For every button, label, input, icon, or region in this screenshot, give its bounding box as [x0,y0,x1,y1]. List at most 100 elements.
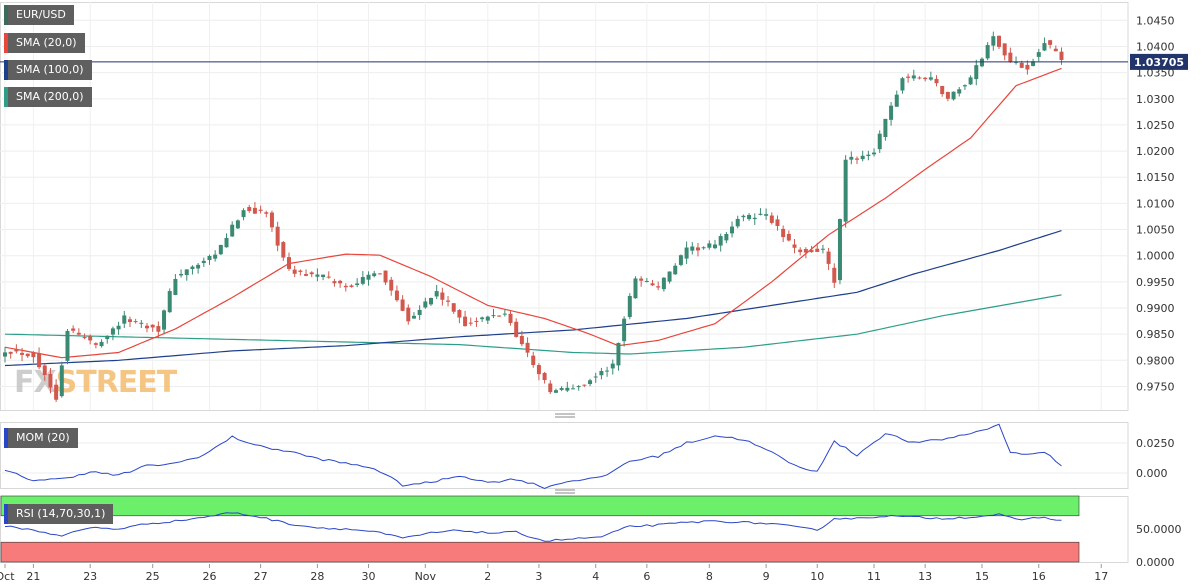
candle [491,309,496,319]
candle-body [508,313,513,323]
candle [588,378,593,387]
price-tick-label: 1.0400 [1136,40,1175,53]
candle [764,208,769,220]
candle [906,73,911,83]
pane-resize-handle[interactable] [555,489,575,494]
candle-body [991,36,996,46]
candle [508,311,513,326]
candle [400,295,405,312]
candle-body [559,388,564,390]
current-price-label: 1.03705 [1134,56,1184,69]
candle [809,245,814,253]
price-tick-label: 1.0350 [1136,67,1175,80]
candle-body [224,237,229,248]
candle-body [20,352,25,355]
candle [1036,48,1041,62]
pane-resize-handle[interactable] [555,413,575,418]
candle-body [8,351,13,354]
candle [747,213,752,221]
candle [133,318,138,324]
candle [201,257,206,267]
candle-body [593,376,598,378]
rsi-overbought-band [0,495,1080,517]
legend-mom[interactable]: MOM (20) [4,428,78,448]
candle-body [758,213,763,215]
candle [3,347,7,363]
candle [656,281,661,291]
legend-sma20[interactable]: SMA (20,0) [4,33,85,53]
candle-body [900,78,905,91]
candle-body [934,78,939,84]
candle [366,271,371,286]
candle [900,76,905,94]
legend-sma100[interactable]: SMA (100,0) [4,60,92,80]
date-tick-label: 28 [310,570,324,583]
candle [99,339,104,348]
candle-body [377,273,382,275]
candle [837,218,842,285]
candle [684,241,689,264]
legend-symbol[interactable]: EUR/USD [4,5,74,25]
candle [315,268,320,282]
sma-100-path [4,230,1062,367]
candle-body [116,325,121,330]
candle [622,316,627,347]
candle-body [42,365,47,376]
date-tick-label: 27 [254,570,268,583]
candle [752,213,757,225]
candle [468,317,473,326]
candle [446,295,451,307]
legend-sma200[interactable]: SMA (200,0) [4,87,92,107]
candle [798,247,803,256]
candle-body [616,342,621,366]
date-tick-label: 21 [26,570,40,583]
candle [247,204,252,213]
candle-body [775,219,780,226]
candle-body [531,355,536,365]
candle [769,212,774,225]
candle-body [661,277,666,290]
rsi-path [4,512,1062,542]
candle-body [548,383,553,393]
candle-body [1019,62,1024,68]
candles [3,31,1064,402]
candle-body [65,330,70,361]
candle [701,246,706,250]
candle [616,342,621,371]
price-tick-label: 1.0100 [1136,197,1175,210]
legend-rsi[interactable]: RSI (14,70,30,1) [4,504,114,524]
candle-body [860,155,865,160]
rsi-swatch [4,504,8,524]
candle-body [542,372,547,381]
mom-tick-label: 0.0250 [1136,437,1175,450]
candle [20,347,25,362]
candle-body [88,336,93,341]
candle-body [1048,40,1053,45]
date-tick-label: 10 [810,570,824,583]
candle [542,371,547,384]
sma-100-line [4,230,1062,367]
candle-body [565,387,570,391]
current-price-box [1130,53,1188,70]
candle-body [82,337,87,339]
candle-body [815,248,820,252]
candle [775,215,780,231]
candle-body [588,380,593,385]
watermark-street: STREET [56,365,178,400]
candle [718,233,723,252]
candle [218,244,223,256]
candle [292,265,297,278]
candle-body [605,370,610,372]
candle [877,130,882,153]
candle [957,86,962,97]
candle [1025,60,1030,75]
candle-body [389,279,394,291]
candle-body [622,318,627,342]
candle-body [440,292,445,300]
candle-body [730,226,735,234]
candle-body [1025,64,1030,70]
sma-20-path [4,67,1062,359]
date-tick-label: 30 [362,570,376,583]
candle [440,287,445,306]
